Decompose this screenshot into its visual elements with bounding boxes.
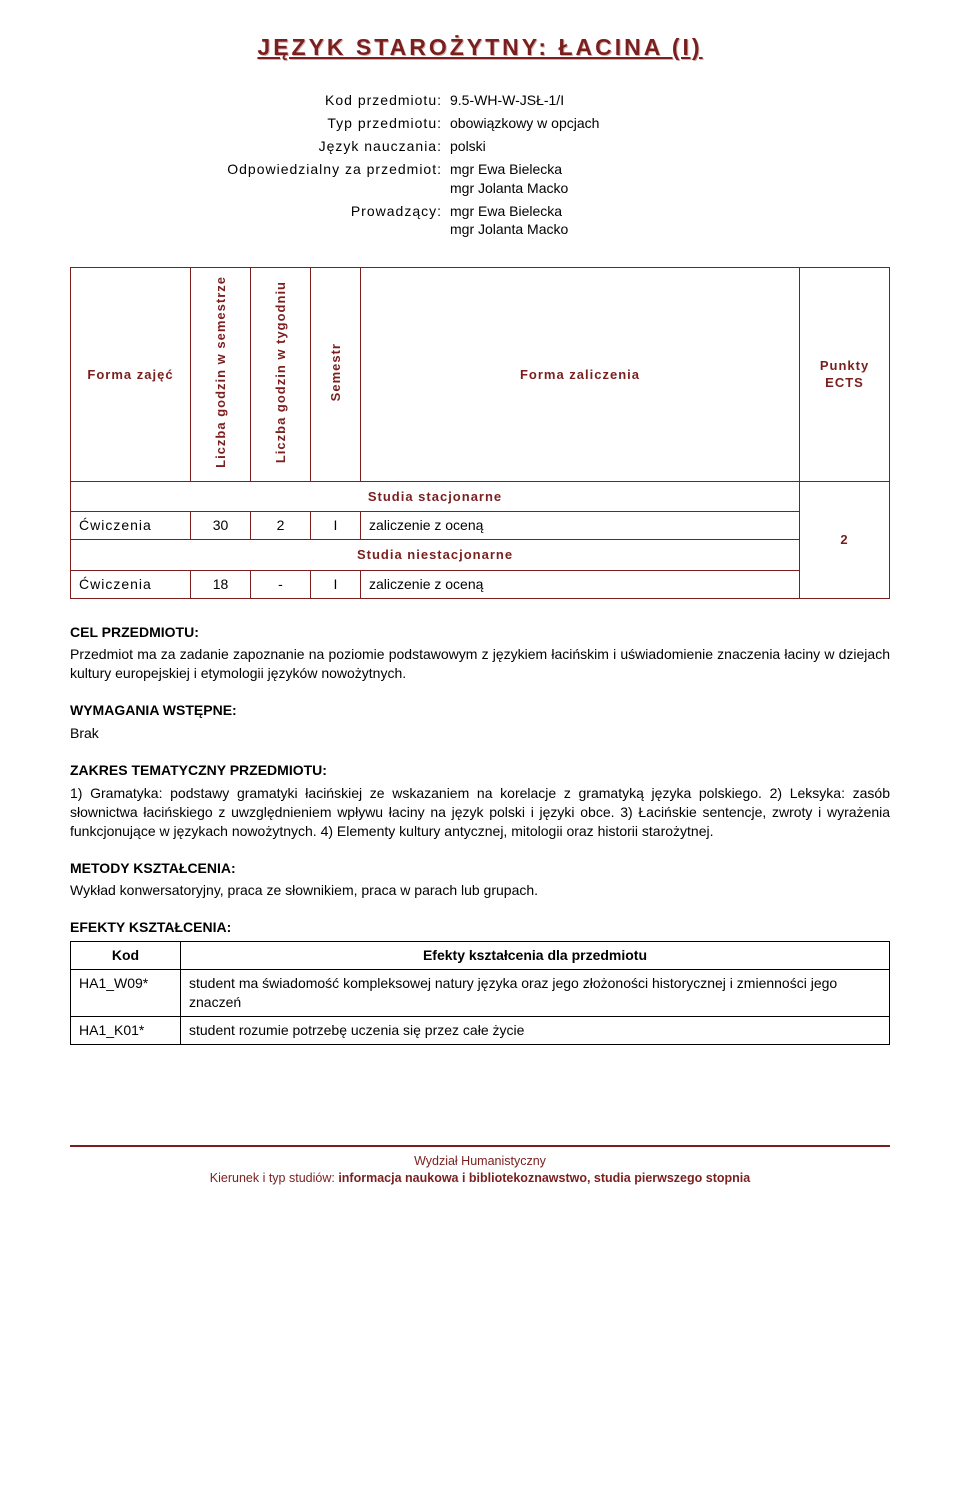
cell-hrs-wk: 2 xyxy=(251,512,311,540)
fx-th-code: Kod xyxy=(71,942,181,970)
table-row: HA1_W09* student ma świadomość komplekso… xyxy=(71,970,890,1017)
footer-divider xyxy=(70,1145,890,1147)
ects-value: 2 xyxy=(800,481,890,598)
cell-hrs-sem: 18 xyxy=(191,570,251,598)
meta-resp-label: Odpowiedzialny za przedmiot: xyxy=(70,160,450,198)
cell-pass: zaliczenie z oceną xyxy=(361,512,800,540)
meta-block: Kod przedmiotu: 9.5-WH-W-JSŁ-1/I Typ prz… xyxy=(70,91,890,239)
footer-course-value: informacja naukowa i bibliotekoznawstwo,… xyxy=(338,1171,750,1185)
resp-person-2: mgr Jolanta Macko xyxy=(450,180,568,196)
th-hrs-wk: Liczba godzin w tygodniu xyxy=(251,268,311,481)
table-row: HA1_K01* student rozumie potrzebę uczeni… xyxy=(71,1016,890,1044)
cell-form: Ćwiczenia xyxy=(71,570,191,598)
meta-resp-value: mgr Ewa Bielecka mgr Jolanta Macko xyxy=(450,160,890,198)
meta-teach-label: Prowadzący: xyxy=(70,202,450,240)
fx-desc: student rozumie potrzebę uczenia się prz… xyxy=(181,1016,890,1044)
page-footer: Wydział Humanistyczny Kierunek i typ stu… xyxy=(70,1145,890,1187)
fx-th-desc: Efekty kształcenia dla przedmiotu xyxy=(181,942,890,970)
cel-body: Przedmiot ma za zadanie zapoznanie na po… xyxy=(70,645,890,683)
th-semester: Semestr xyxy=(311,268,361,481)
cell-hrs-sem: 30 xyxy=(191,512,251,540)
wym-heading: WYMAGANIA WSTĘPNE: xyxy=(70,701,890,720)
meta-lang-label: Język nauczania: xyxy=(70,137,450,156)
fx-code: HA1_K01* xyxy=(71,1016,181,1044)
th-form: Forma zajęć xyxy=(71,268,191,481)
metody-heading: METODY KSZTAŁCENIA: xyxy=(70,859,890,878)
meta-code-value: 9.5-WH-W-JSŁ-1/I xyxy=(450,91,890,110)
zakres-heading: ZAKRES TEMATYCZNY PRZEDMIOTU: xyxy=(70,761,890,780)
meta-teach-value: mgr Ewa Bielecka mgr Jolanta Macko xyxy=(450,202,890,240)
cel-heading: CEL PRZEDMIOTU: xyxy=(70,623,890,642)
effects-table: Kod Efekty kształcenia dla przedmiotu HA… xyxy=(70,941,890,1045)
metody-body: Wykład konwersatoryjny, praca ze słownik… xyxy=(70,881,890,900)
section-parttime: Studia niestacjonarne xyxy=(71,540,800,571)
th-pass-form: Forma zaliczenia xyxy=(361,268,800,481)
meta-type-label: Typ przedmiotu: xyxy=(70,114,450,133)
resp-person-1: mgr Ewa Bielecka xyxy=(450,161,562,177)
meta-type-value: obowiązkowy w opcjach xyxy=(450,114,890,133)
cell-sem: I xyxy=(311,570,361,598)
meta-lang-value: polski xyxy=(450,137,890,156)
table-row: Ćwiczenia 30 2 I zaliczenie z oceną xyxy=(71,512,890,540)
cell-form: Ćwiczenia xyxy=(71,512,191,540)
cell-pass: zaliczenie z oceną xyxy=(361,570,800,598)
th-ects: Punkty ECTS xyxy=(800,268,890,481)
cell-hrs-wk: - xyxy=(251,570,311,598)
page-title: JĘZYK STAROŻYTNY: ŁACINA (I) xyxy=(70,32,890,63)
table-row: Ćwiczenia 18 - I zaliczenie z oceną xyxy=(71,570,890,598)
cell-sem: I xyxy=(311,512,361,540)
wym-body: Brak xyxy=(70,724,890,743)
zakres-body: 1) Gramatyka: podstawy gramatyki łacińsk… xyxy=(70,784,890,841)
teach-person-2: mgr Jolanta Macko xyxy=(450,221,568,237)
th-hrs-sem: Liczba godzin w semestrze xyxy=(191,268,251,481)
teach-person-1: mgr Ewa Bielecka xyxy=(450,203,562,219)
footer-faculty: Wydział Humanistyczny xyxy=(70,1153,890,1170)
fx-code: HA1_W09* xyxy=(71,970,181,1017)
efekty-heading: EFEKTY KSZTAŁCENIA: xyxy=(70,918,890,937)
meta-code-label: Kod przedmiotu: xyxy=(70,91,450,110)
footer-course-label: Kierunek i typ studiów: xyxy=(210,1171,339,1185)
course-table: Forma zajęć Liczba godzin w semestrze Li… xyxy=(70,267,890,598)
section-fulltime: Studia stacjonarne xyxy=(71,481,800,512)
fx-desc: student ma świadomość kompleksowej natur… xyxy=(181,970,890,1017)
